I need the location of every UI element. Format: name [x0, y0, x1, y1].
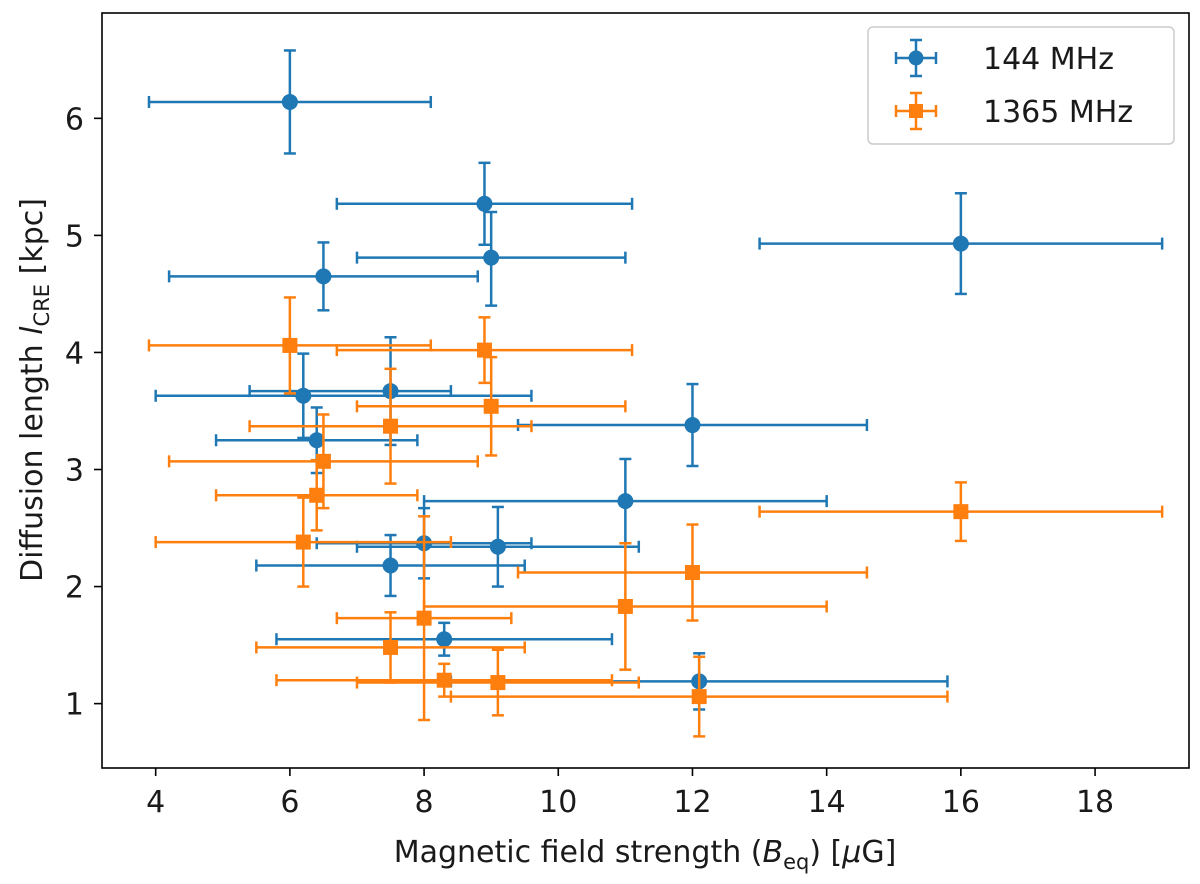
x-axis-ticks: 4 6 8 10 12 14 16 18: [146, 768, 1114, 820]
x-tick-label: 4: [146, 785, 165, 820]
data-marker-square: [416, 610, 432, 626]
data-marker-circle: [952, 235, 969, 252]
x-axis-label: Magnetic field strength (Beq) [μG]: [394, 835, 897, 874]
data-marker-circle: [489, 538, 506, 555]
data-marker-square: [315, 453, 331, 469]
data-point: [335, 316, 634, 385]
x-tick-label: 12: [673, 785, 711, 820]
x-tick-label: 18: [1076, 785, 1114, 820]
data-marker-circle: [684, 417, 701, 434]
data-point: [255, 533, 526, 598]
y-tick-label: 1: [65, 688, 84, 723]
y-tick-label: 6: [65, 102, 84, 137]
data-marker-circle: [281, 93, 298, 110]
data-point: [147, 49, 433, 155]
data-marker-square: [476, 342, 492, 358]
data-marker-square: [684, 565, 700, 581]
data-point: [516, 382, 869, 468]
data-point: [355, 355, 627, 457]
data-marker-circle: [617, 493, 634, 510]
data-point: [422, 457, 828, 545]
legend-marker-144: [894, 38, 938, 78]
x-tick-label: 6: [280, 785, 299, 820]
y-axis-ticks: 1 2 3 4 5 6: [65, 102, 102, 723]
data-marker-square: [953, 504, 969, 520]
data-marker-square: [490, 675, 506, 691]
data-point: [355, 505, 641, 588]
data-marker-circle: [308, 432, 325, 449]
data-point: [275, 662, 614, 698]
series-144-mhz: [147, 49, 1164, 711]
data-point: [422, 542, 828, 671]
data-point: [758, 481, 1164, 543]
data-marker-square: [691, 689, 707, 705]
legend-label-144: 144 MHz: [983, 42, 1114, 77]
data-marker-square: [436, 672, 452, 688]
data-point: [758, 192, 1164, 296]
data-point: [355, 648, 641, 717]
series-1365-mhz: [147, 296, 1164, 738]
data-point: [147, 296, 433, 395]
data-point: [255, 611, 526, 684]
data-marker-circle: [436, 631, 453, 648]
plot-series: [147, 49, 1164, 738]
x-tick-label: 14: [808, 785, 846, 820]
data-marker-square: [295, 534, 311, 550]
data-marker-square: [383, 418, 399, 434]
data-marker-circle: [483, 249, 500, 266]
data-point: [214, 458, 419, 532]
y-axis-label: Diffusion length lCRE [kpc]: [15, 198, 54, 582]
data-point: [516, 523, 869, 622]
x-tick-label: 10: [539, 785, 577, 820]
data-point: [335, 161, 634, 247]
data-marker-circle: [476, 195, 493, 212]
data-point: [167, 413, 480, 510]
data-marker-circle: [315, 268, 332, 285]
legend-label-1365: 1365 MHz: [983, 95, 1133, 130]
legend-box: [867, 26, 1175, 145]
data-marker-square: [383, 639, 399, 655]
data-point: [275, 621, 614, 657]
data-point: [167, 241, 480, 312]
data-marker-square: [282, 337, 298, 353]
data-marker-circle: [382, 557, 399, 574]
plot-frame: [101, 12, 1190, 769]
data-marker-square: [483, 398, 499, 414]
data-point: [335, 515, 513, 722]
y-tick-label: 5: [65, 219, 84, 254]
data-point: [248, 367, 533, 485]
data-point: [248, 335, 453, 447]
legend-marker-1365: [894, 91, 938, 131]
y-tick-label: 4: [65, 336, 84, 371]
x-tick-label: 8: [415, 785, 434, 820]
data-point: [355, 210, 627, 307]
data-point: [154, 496, 453, 588]
x-tick-label: 16: [942, 785, 980, 820]
legend: 144 MHz 1365 MHz: [867, 26, 1175, 145]
y-tick-label: 2: [65, 571, 84, 606]
data-point: [449, 655, 949, 738]
data-marker-square: [617, 598, 633, 614]
y-tick-label: 3: [65, 454, 84, 489]
data-marker-square: [309, 487, 325, 503]
